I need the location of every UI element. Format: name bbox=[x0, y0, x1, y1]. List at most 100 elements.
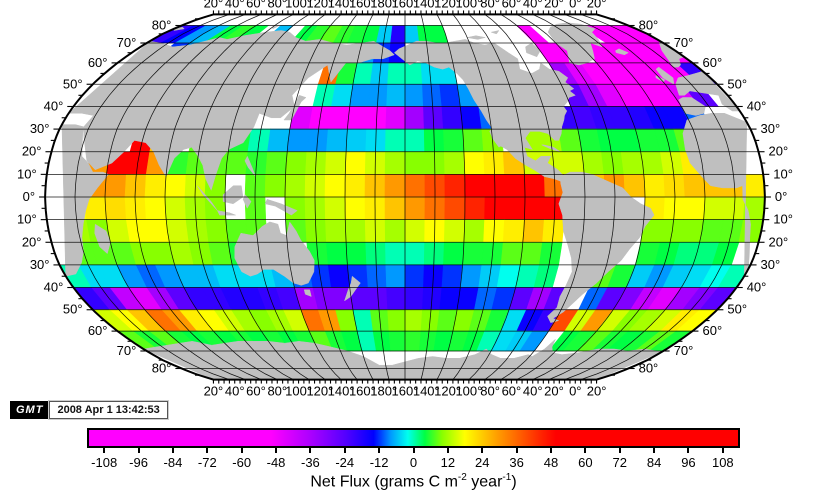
flux-cell bbox=[390, 25, 406, 44]
lon-label-bottom: 20° bbox=[587, 384, 607, 399]
colorbar-tick-label: 108 bbox=[711, 455, 734, 470]
flux-cell bbox=[459, 264, 483, 288]
lon-label-top: 180° bbox=[370, 0, 397, 10]
flux-cell bbox=[286, 128, 310, 152]
flux-cell bbox=[404, 242, 425, 266]
flux-cell bbox=[347, 106, 369, 130]
flux-cell bbox=[522, 219, 545, 243]
lon-label-bottom: 80° bbox=[480, 384, 500, 399]
flux-cell bbox=[683, 196, 706, 220]
lon-label-bottom: 40° bbox=[523, 384, 543, 399]
lon-label-bottom: 160° bbox=[349, 384, 376, 399]
lon-label-top: 80° bbox=[480, 0, 500, 10]
colorbar-tick-label: -84 bbox=[163, 455, 183, 470]
lat-label-left: 30° bbox=[30, 121, 50, 136]
colorbar-tick bbox=[103, 448, 106, 453]
colorbar-tick-label: -72 bbox=[197, 455, 217, 470]
flux-cell bbox=[404, 128, 425, 152]
landmass bbox=[173, 26, 185, 31]
lon-label-top: 100° bbox=[455, 0, 482, 10]
landmass bbox=[655, 66, 675, 85]
landmass bbox=[61, 124, 109, 277]
gmt-stamp: GMT 2008 Apr 1 13:42:53 bbox=[10, 400, 169, 420]
flux-cell bbox=[165, 219, 190, 243]
lat-label-left: 10° bbox=[17, 166, 37, 181]
colorbar-tick bbox=[240, 448, 243, 453]
lat-label-right: 10° bbox=[773, 166, 793, 181]
lat-label-right: 10° bbox=[773, 212, 793, 227]
colorbar-title-text: year bbox=[466, 473, 503, 491]
colorbar-tick bbox=[584, 448, 587, 453]
lat-label-right: 30° bbox=[761, 121, 781, 136]
flux-cell bbox=[327, 264, 351, 288]
colorbar-title: Net Flux (grams C m-2 year-1) bbox=[87, 472, 740, 491]
colorbar-tick bbox=[481, 448, 484, 453]
flux-cell bbox=[524, 174, 546, 198]
flux-cell bbox=[640, 151, 665, 175]
lon-label-bottom: 80° bbox=[267, 384, 287, 399]
flux-cell bbox=[462, 242, 484, 266]
colorbar-tick bbox=[618, 448, 621, 453]
lat-label-left: 80° bbox=[152, 18, 172, 33]
flux-cell bbox=[345, 128, 367, 152]
flux-cell bbox=[404, 25, 420, 44]
continents bbox=[61, 22, 751, 380]
lat-label-right: 0° bbox=[775, 189, 787, 204]
flux-cell bbox=[384, 151, 406, 175]
flux-cell bbox=[502, 219, 525, 243]
flux-cell bbox=[404, 330, 422, 352]
lat-label-right: 30° bbox=[761, 257, 781, 272]
flux-cell bbox=[344, 174, 366, 198]
flux-cell bbox=[459, 106, 483, 130]
flux-cell bbox=[344, 196, 366, 220]
lon-label-bottom: 20° bbox=[544, 384, 564, 399]
flux-cell bbox=[104, 174, 127, 198]
flux-cell bbox=[404, 151, 426, 175]
gmt-timestamp: 2008 Apr 1 13:42:53 bbox=[48, 400, 169, 420]
lon-label-top: 100° bbox=[285, 0, 312, 10]
lat-label-left: 40° bbox=[44, 99, 64, 114]
lon-label-bottom: 180° bbox=[370, 384, 397, 399]
lat-label-right: 60° bbox=[703, 55, 723, 70]
colorbar-tick bbox=[378, 448, 381, 453]
landmass bbox=[525, 42, 541, 58]
colorbar-tick-label: 0 bbox=[409, 455, 418, 470]
flux-cell bbox=[441, 106, 463, 130]
flux-cell bbox=[267, 128, 291, 152]
flux-cell bbox=[561, 151, 585, 175]
landmass bbox=[264, 198, 298, 216]
lon-label-top: 160° bbox=[349, 0, 376, 10]
lat-label-right: 60° bbox=[703, 323, 723, 338]
lon-label-top: 60° bbox=[502, 0, 522, 10]
flux-cell bbox=[324, 174, 346, 198]
lon-label-bottom: 120° bbox=[434, 384, 461, 399]
lat-label-left: 10° bbox=[17, 212, 37, 227]
flux-cell bbox=[683, 174, 706, 198]
graticule bbox=[45, 14, 765, 380]
flux-cell bbox=[444, 174, 466, 198]
flux-cell bbox=[386, 84, 406, 107]
lon-label-bottom: 40° bbox=[225, 384, 245, 399]
flux-cell bbox=[443, 128, 465, 152]
landmass bbox=[467, 35, 486, 40]
landmass bbox=[490, 30, 500, 35]
lon-label-bottom: 100° bbox=[285, 384, 312, 399]
frame-ticks bbox=[39, 10, 771, 384]
colorbar-tick-label: 48 bbox=[543, 455, 559, 470]
lat-label-left: 50° bbox=[63, 76, 83, 91]
lon-label-top: 140° bbox=[328, 0, 355, 10]
lon-label-bottom: 0° bbox=[569, 384, 581, 399]
flux-cell bbox=[104, 196, 127, 220]
gmt-logo: GMT bbox=[10, 401, 50, 419]
lat-label-left: 60° bbox=[88, 55, 108, 70]
flux-cell bbox=[464, 196, 486, 220]
landmass bbox=[344, 275, 361, 302]
flux-cell bbox=[404, 287, 424, 310]
lat-label-left: 60° bbox=[88, 323, 108, 338]
lat-label-left: 70° bbox=[117, 35, 137, 50]
flux-cell bbox=[462, 128, 484, 152]
flux-cell bbox=[387, 62, 406, 85]
flux-cell bbox=[385, 264, 406, 288]
landmass bbox=[272, 25, 280, 30]
